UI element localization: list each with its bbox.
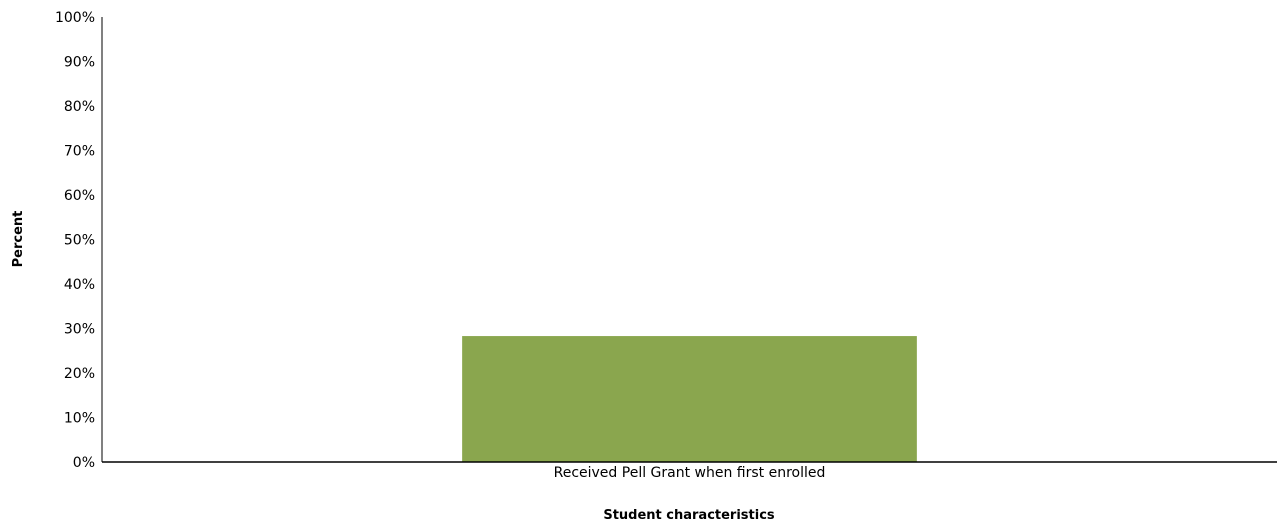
x-category-label: Received Pell Grant when first enrolled (554, 465, 826, 481)
y-tick-label: 70% (64, 144, 95, 160)
y-tick-label: 50% (64, 233, 95, 249)
y-tick-label: 20% (64, 366, 95, 382)
x-axis-category-labels: Received Pell Grant when first enrolled (554, 465, 826, 481)
x-axis-title: Student characteristics (603, 508, 775, 523)
y-tick-label: 40% (64, 277, 95, 293)
y-tick-label: 80% (64, 99, 95, 115)
y-tick-label: 0% (73, 455, 95, 471)
bars (462, 336, 917, 462)
y-tick-label: 60% (64, 188, 95, 204)
y-tick-label: 100% (55, 10, 95, 26)
y-tick-label: 10% (64, 411, 95, 427)
bar (462, 336, 917, 462)
y-tick-label: 90% (64, 55, 95, 71)
y-axis-ticks: 0% 10% 20% 30% 40% 50% 60% 70% 80% 90% 100% (55, 10, 95, 471)
y-tick-label: 30% (64, 322, 95, 338)
y-axis-title: Percent (11, 211, 26, 268)
